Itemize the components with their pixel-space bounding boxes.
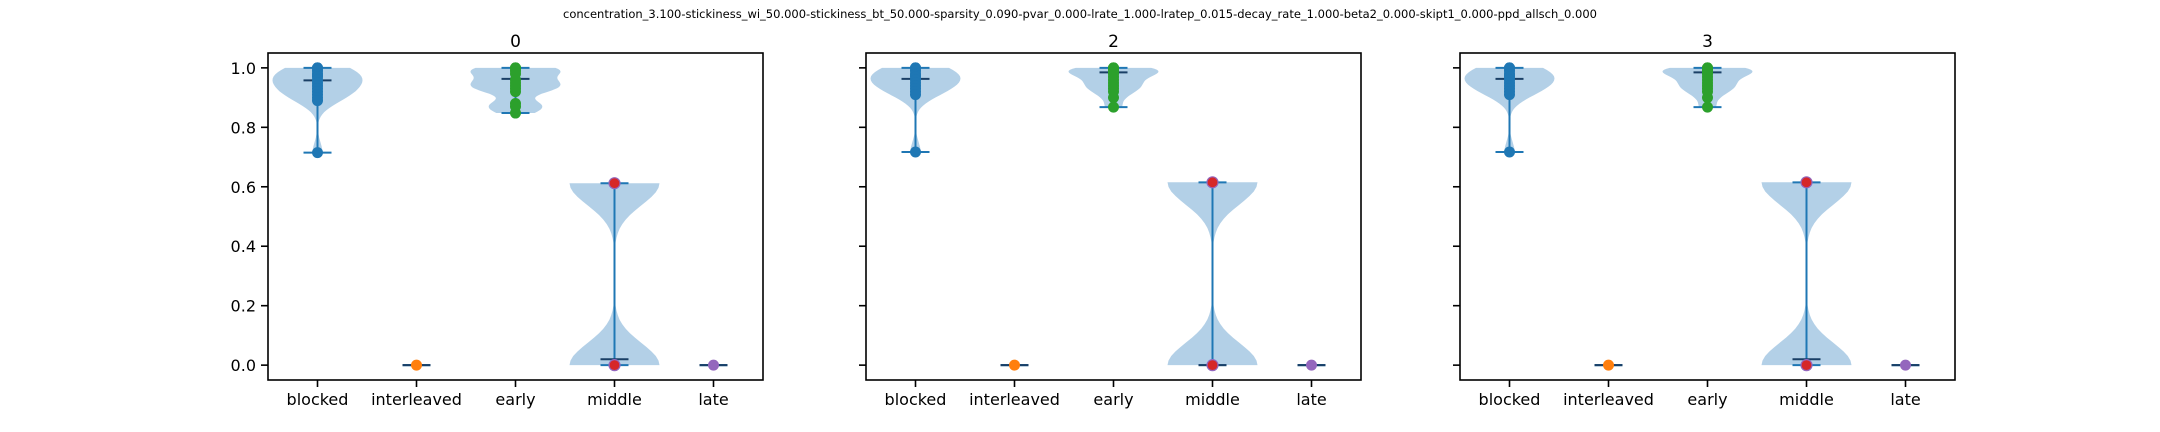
data-point (708, 359, 719, 371)
x-tick-label: blocked (287, 390, 349, 409)
x-tick-label: early (495, 390, 535, 409)
panel-title: 2 (1108, 32, 1119, 52)
data-point (1603, 359, 1614, 371)
panel-title: 0 (510, 32, 521, 52)
data-point (510, 86, 521, 98)
data-point (1306, 359, 1317, 371)
x-tick-label: late (1296, 390, 1326, 409)
data-point (312, 147, 323, 159)
x-tick-label: interleaved (969, 390, 1060, 409)
x-tick-label: early (1093, 390, 1133, 409)
data-point (411, 359, 422, 371)
data-point (1206, 176, 1219, 189)
data-point (1206, 359, 1219, 372)
data-point (1800, 176, 1813, 189)
data-point (910, 89, 921, 101)
x-tick-label: interleaved (371, 390, 462, 409)
data-point (910, 146, 921, 158)
x-tick-label: late (1890, 390, 1920, 409)
y-tick-label: 0.4 (231, 237, 256, 256)
data-point (1009, 359, 1020, 371)
data-point (1108, 92, 1119, 104)
x-tick-label: middle (587, 390, 642, 409)
x-tick-label: middle (1779, 390, 1834, 409)
data-point (510, 107, 521, 119)
panel-title: 3 (1702, 32, 1713, 52)
data-point (1702, 101, 1713, 113)
data-point (1900, 359, 1911, 371)
x-tick-label: middle (1185, 390, 1240, 409)
data-point (1108, 101, 1119, 113)
data-point (1702, 92, 1713, 104)
data-point (1800, 359, 1813, 372)
y-tick-label: 0.8 (231, 118, 256, 137)
y-tick-label: 0.6 (231, 178, 256, 197)
figure-suptitle: concentration_3.100-stickiness_wi_50.000… (563, 7, 1597, 21)
data-point (312, 95, 323, 107)
x-tick-label: early (1687, 390, 1727, 409)
data-point (608, 177, 621, 190)
data-point (1504, 146, 1515, 158)
y-tick-label: 0.2 (231, 297, 256, 316)
x-tick-label: blocked (1479, 390, 1541, 409)
x-tick-label: blocked (885, 390, 947, 409)
x-tick-label: interleaved (1563, 390, 1654, 409)
x-tick-label: late (698, 390, 728, 409)
data-point (608, 359, 621, 372)
y-tick-label: 1.0 (231, 59, 256, 78)
y-tick-label: 0.0 (231, 356, 256, 375)
data-point (1504, 89, 1515, 101)
